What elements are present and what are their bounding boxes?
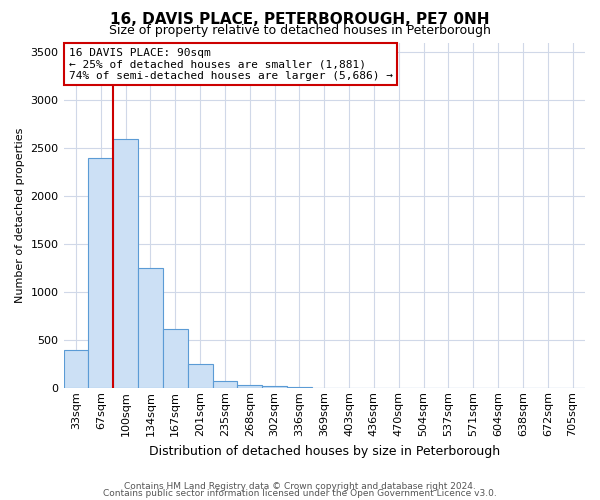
- Bar: [113, 138, 138, 388]
- Text: Contains HM Land Registry data © Crown copyright and database right 2024.: Contains HM Land Registry data © Crown c…: [124, 482, 476, 491]
- Bar: [88, 158, 113, 388]
- Text: 16, DAVIS PLACE, PETERBOROUGH, PE7 0NH: 16, DAVIS PLACE, PETERBOROUGH, PE7 0NH: [110, 12, 490, 28]
- Bar: [138, 268, 163, 388]
- Y-axis label: Number of detached properties: Number of detached properties: [15, 128, 25, 303]
- Text: Size of property relative to detached houses in Peterborough: Size of property relative to detached ho…: [109, 24, 491, 37]
- Text: Contains public sector information licensed under the Open Government Licence v3: Contains public sector information licen…: [103, 489, 497, 498]
- Bar: [163, 329, 188, 388]
- Bar: [212, 381, 238, 388]
- Bar: [238, 384, 262, 388]
- X-axis label: Distribution of detached houses by size in Peterborough: Distribution of detached houses by size …: [149, 444, 500, 458]
- Bar: [188, 364, 212, 388]
- Bar: [64, 350, 88, 389]
- Text: 16 DAVIS PLACE: 90sqm
← 25% of detached houses are smaller (1,881)
74% of semi-d: 16 DAVIS PLACE: 90sqm ← 25% of detached …: [69, 48, 393, 81]
- Bar: [262, 386, 287, 388]
